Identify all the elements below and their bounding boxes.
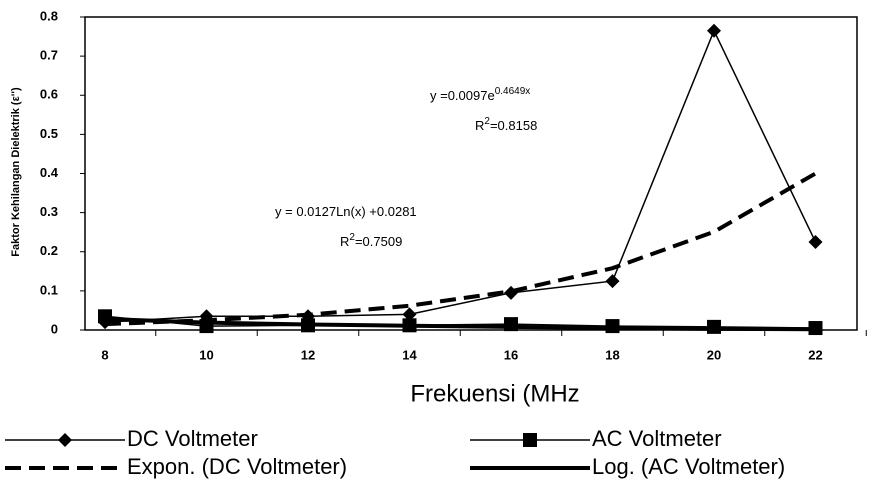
x-axis-label: Frekuensi (MHz xyxy=(410,380,579,407)
legend-label: Log. (AC Voltmeter) xyxy=(592,454,785,479)
y-tick-label: 0.3 xyxy=(40,204,58,219)
annotation-text: y = 0.0127Ln(x) +0.0281 xyxy=(275,204,417,219)
annotation: R2=0.8158 xyxy=(475,116,537,134)
annotation-sup: 2 xyxy=(349,232,355,243)
annotation: y =0.0097e0.4649x xyxy=(430,86,530,104)
legend-label: DC Voltmeter xyxy=(127,426,258,451)
y-tick-label: 0.7 xyxy=(40,48,58,63)
y-axis-label: Faktor Kehilangan Dielektrik (ε'') xyxy=(10,87,22,257)
marker xyxy=(808,234,823,249)
marker xyxy=(605,274,620,289)
annotation-text: R xyxy=(475,118,484,133)
x-tick-label: 16 xyxy=(504,347,518,362)
series-line xyxy=(104,171,817,327)
annotation: y = 0.0127Ln(x) +0.0281 xyxy=(275,204,417,219)
marker xyxy=(707,23,721,38)
annotation-after: =0.7509 xyxy=(355,234,402,249)
series-line xyxy=(104,28,817,323)
annotation: R2=0.7509 xyxy=(340,232,402,250)
legend-label: Expon. (DC Voltmeter) xyxy=(127,454,347,479)
marker xyxy=(402,307,417,322)
annotation-after: =0.8158 xyxy=(490,118,537,133)
y-tick-label: 0.4 xyxy=(40,165,59,180)
marker xyxy=(523,433,537,447)
x-tick-label: 20 xyxy=(707,347,721,362)
x-tick-label: 22 xyxy=(808,347,822,362)
plot-area xyxy=(84,16,858,331)
annotation-text: R xyxy=(340,234,349,249)
y-tick-label: 0 xyxy=(51,321,58,336)
marker xyxy=(504,285,518,300)
x-tick-label: 12 xyxy=(301,347,315,362)
y-tick-label: 0.5 xyxy=(40,126,58,141)
x-tick-label: 18 xyxy=(605,347,619,362)
annotation-sup: 0.4649x xyxy=(495,86,531,97)
marker xyxy=(58,433,72,447)
y-tick-label: 0.1 xyxy=(40,282,58,297)
x-tick-label: 10 xyxy=(199,347,213,362)
x-tick-label: 14 xyxy=(402,347,417,362)
marker xyxy=(504,317,518,332)
y-tick-label: 0.6 xyxy=(40,87,58,102)
series-line xyxy=(104,317,816,332)
y-tick-label: 0.2 xyxy=(40,243,58,258)
annotation-text: y =0.0097e xyxy=(430,88,495,103)
annotation-sup: 2 xyxy=(484,116,490,127)
x-tick-label: 8 xyxy=(101,347,108,362)
legend-label: AC Voltmeter xyxy=(592,426,722,451)
y-tick-label: 0.8 xyxy=(40,8,58,23)
